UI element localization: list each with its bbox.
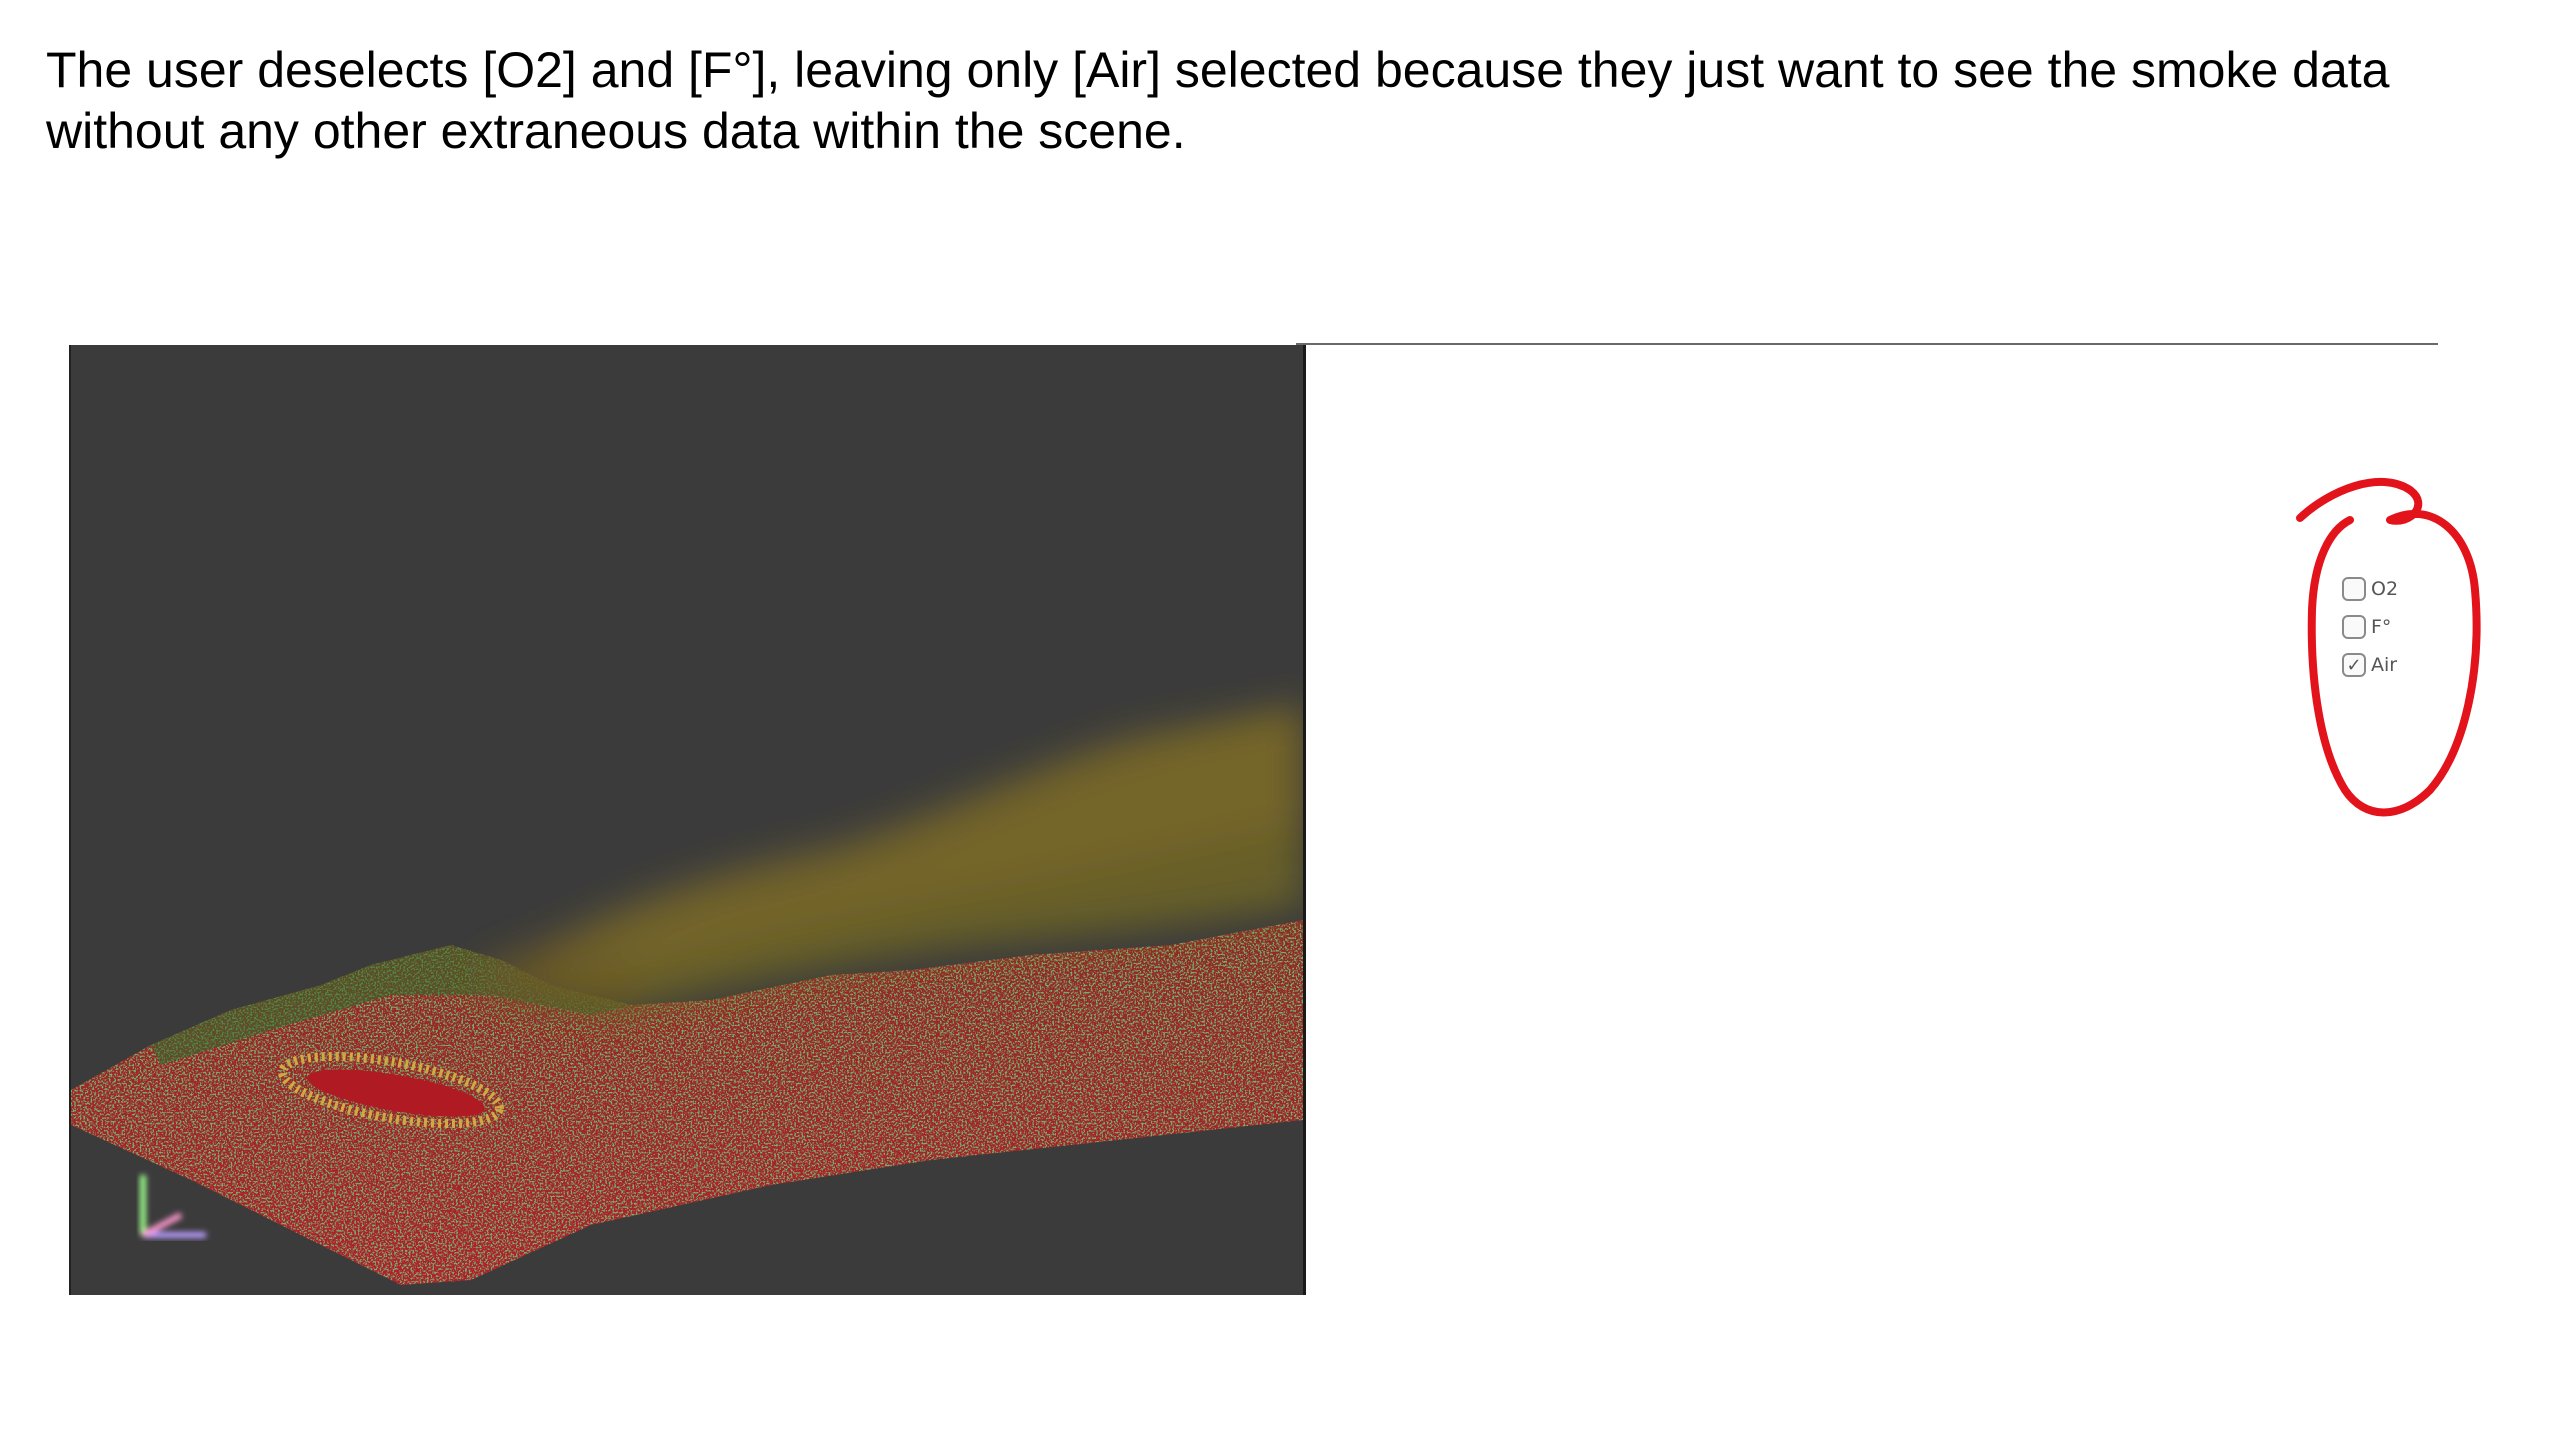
air-checkbox[interactable]: ✓ (2342, 653, 2366, 677)
terrain-speckle (71, 920, 1303, 1285)
highlight-circle-annotation (2296, 478, 2481, 817)
check-icon: ✓ (2346, 655, 2362, 675)
layer-row-o2[interactable]: ✓ O2 (2342, 570, 2462, 608)
air-label: Air (2371, 654, 2398, 676)
caption-line-1: The user deselects [O2] and [F°], leavin… (46, 42, 2390, 98)
f-label: F° (2371, 616, 2392, 638)
layer-row-f[interactable]: ✓ F° (2342, 608, 2462, 646)
hotspot-ring (278, 1051, 504, 1129)
f-checkbox[interactable]: ✓ (2342, 615, 2366, 639)
divider-line (1296, 343, 2438, 345)
smoke-plume (471, 705, 1303, 1015)
caption-line-2: without any other extraneous data within… (46, 103, 1186, 159)
layer-row-air[interactable]: ✓ Air (2342, 646, 2462, 684)
3d-viewport[interactable] (69, 345, 1306, 1295)
axis-gizmo (140, 1175, 206, 1238)
o2-label: O2 (2371, 578, 2399, 600)
layer-toggle-panel: ✓ O2 ✓ F° ✓ Air (2342, 570, 2462, 684)
hotspot-core (307, 1069, 485, 1117)
o2-checkbox[interactable]: ✓ (2342, 577, 2366, 601)
caption-text: The user deselects [O2] and [F°], leavin… (46, 40, 2486, 162)
scene-canvas[interactable] (71, 345, 1303, 1295)
